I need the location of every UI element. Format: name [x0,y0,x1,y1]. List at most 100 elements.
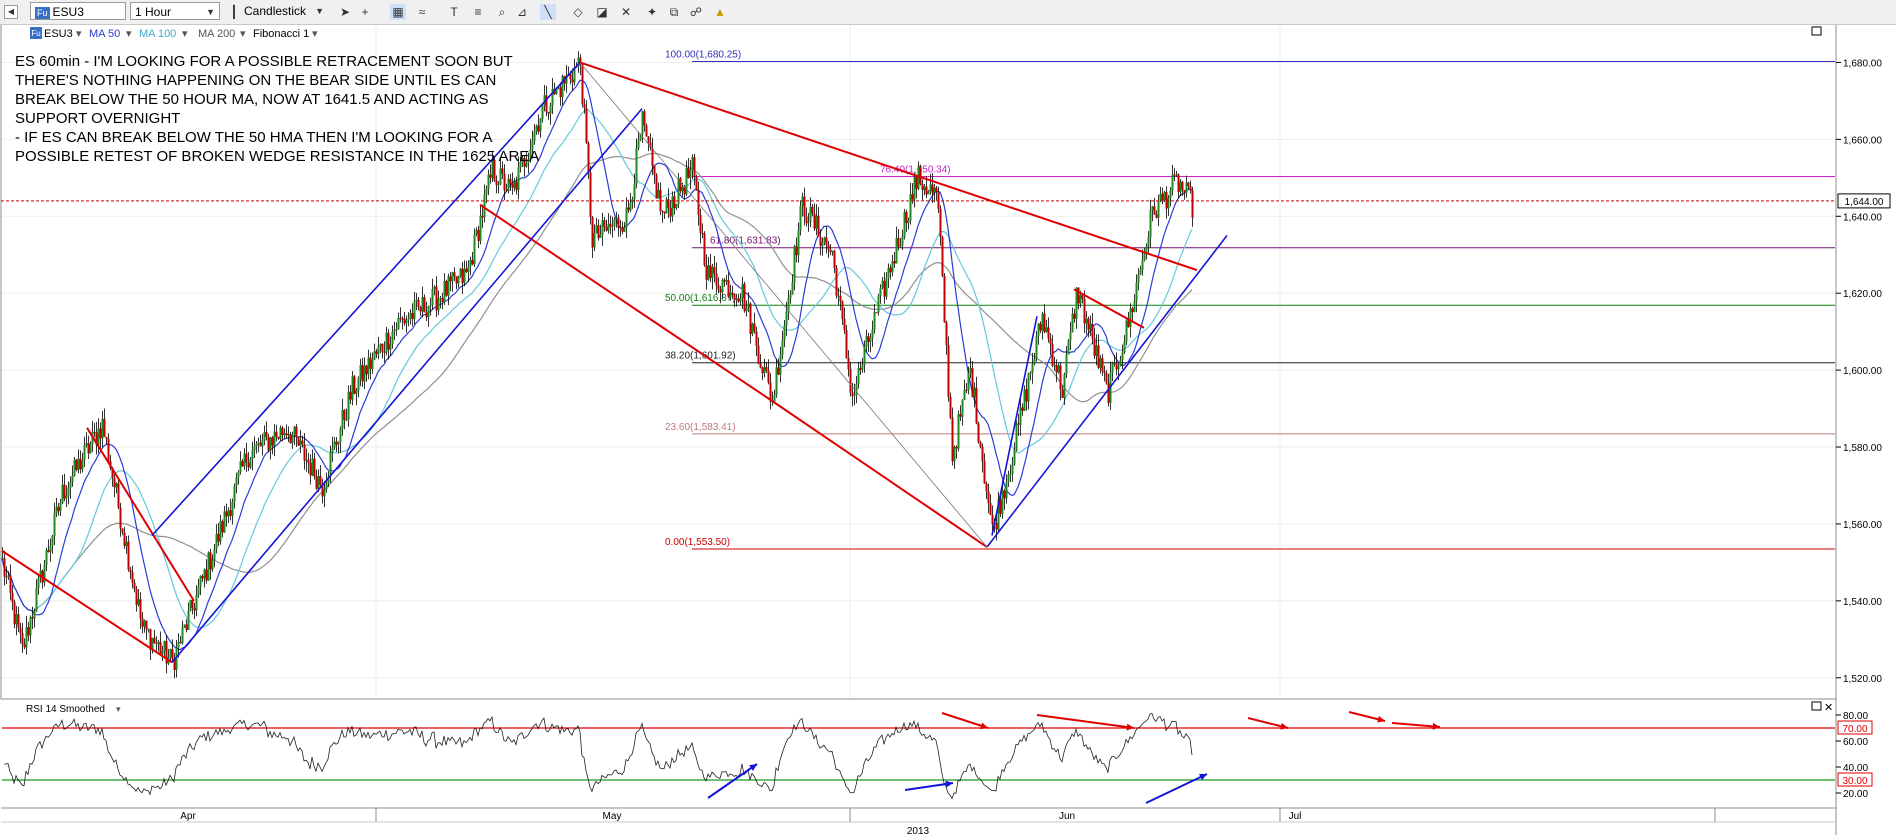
candle-body [949,396,952,418]
candle-body [77,458,80,470]
zoom-icon[interactable]: ⌕ [498,5,506,19]
tools-icon[interactable]: ✕ [620,5,632,19]
last-price-label: 1,644.00 [1845,197,1884,208]
candle-body [157,641,160,644]
chart-style-select[interactable]: Candlestick ▼ [240,2,328,20]
candle-body [1177,174,1180,193]
maximize-icon[interactable] [1811,701,1822,711]
candle-body [995,523,998,530]
legend-dropdown-icon[interactable]: ▾ [76,28,82,40]
rsi-dropdown-icon[interactable]: ▾ [116,704,121,714]
legend-ma100[interactable]: MA 100 [139,28,176,40]
candle-body [531,140,534,150]
candle-body [1155,214,1158,218]
candle-body [333,441,336,448]
candle-body [1001,490,1004,514]
close-icon[interactable]: ✕ [1824,702,1833,714]
annotation-line-5: - IF ES CAN BREAK BELOW THE 50 HMA THEN … [15,129,492,146]
candle-body [195,594,198,611]
rsi-title[interactable]: RSI 14 Smoothed [26,704,105,715]
candle-body [105,436,108,439]
candle-body [637,140,640,148]
legend-ma50[interactable]: MA 50 [89,28,120,40]
candle-body [607,223,610,231]
candle-body [457,276,460,284]
candle-body [1023,389,1026,411]
candle-body [807,222,810,224]
candle-body [461,268,464,284]
candle-body [699,214,702,234]
link-icon[interactable]: ⧉ [669,5,679,19]
legend-fibonacci[interactable]: Fibonacci 1 [253,28,309,40]
brush-icon[interactable]: ☍ [689,5,703,19]
candle-body [777,367,780,375]
candle-body [541,105,544,119]
grid-icon[interactable]: ▦ [390,4,406,20]
candle-body [727,280,730,297]
candle-body [317,475,320,489]
bell-icon[interactable]: ▲ [714,5,726,19]
legend-dropdown-icon[interactable]: ▾ [182,28,188,40]
candle-body [1025,389,1028,402]
alert-icon[interactable]: ✦ [646,5,658,19]
candle-body [129,569,132,573]
candle-body [551,88,554,106]
crosshair-icon[interactable]: + [361,5,369,19]
divergence-arrow-red [1036,714,1135,729]
text-icon[interactable]: T [450,5,458,19]
symbol-input[interactable]: Fu ESU3 [30,2,126,20]
candle-body [97,428,100,445]
chevron-left-icon[interactable]: ◀ [4,5,18,19]
candle-body [149,629,152,650]
candle-body [75,459,78,470]
candle-body [667,199,670,209]
legend-dropdown-icon[interactable]: ▾ [240,28,246,40]
bars-icon[interactable]: ≡ [474,5,482,19]
candle-body [1129,308,1132,328]
candle-body [1061,389,1064,398]
candle-body [235,476,238,486]
candle-body [595,225,598,234]
candle-body [409,312,412,319]
candle-body [585,108,588,143]
candle-body [787,298,790,312]
candle-body [781,340,784,355]
fibonacci-icon[interactable]: ◪ [596,5,608,19]
candle-body [757,345,760,364]
candle-body [395,329,398,331]
candle-body [1175,174,1178,176]
candle-body [371,359,374,369]
legend-ma200[interactable]: MA 200 [198,28,235,40]
legend-dropdown-icon[interactable]: ▾ [126,28,132,40]
maximize-icon[interactable] [1811,26,1822,36]
indicator-icon[interactable]: ≈ [418,5,426,19]
divergence-arrow-red [1432,722,1440,730]
candle-body [153,637,156,644]
interval-select[interactable]: 1 Hour ▼ [130,2,220,20]
candle-body [1015,423,1018,451]
candle-body [1049,338,1052,345]
candle-body [555,87,558,95]
candle-body [361,364,364,382]
candle-body [1089,323,1092,330]
candle-body [691,157,694,170]
chevron-down-icon: ▼ [315,6,324,16]
legend-symbol[interactable]: ESU3 [44,28,73,40]
legend-dropdown-icon[interactable]: ▾ [312,28,318,40]
trendline-icon[interactable]: ╲ [540,4,556,20]
candle-body [169,649,172,658]
candle-body [1105,373,1108,384]
candle-body [705,265,708,280]
gauge-icon[interactable]: ⊿ [516,5,528,19]
candle-body [737,298,740,302]
candle-body [15,614,18,625]
pointer-icon[interactable]: ➤ [339,5,351,19]
annotation-line-6: POSSIBLE RETEST OF BROKEN WEDGE RESISTAN… [15,148,539,165]
candle-body [163,640,166,652]
candle-body [501,168,504,174]
eraser-icon[interactable]: ◇ [573,5,583,19]
candle-body [305,459,308,461]
candle-body [677,178,680,205]
candle-body [823,237,826,242]
